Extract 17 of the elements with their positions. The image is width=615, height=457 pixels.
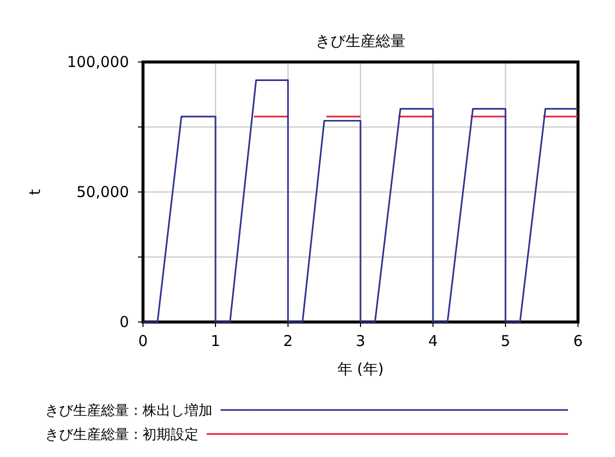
legend-label: きび生産総量 : 株出し増加 <box>45 402 213 419</box>
x-tick-label: 3 <box>356 332 366 350</box>
legend-label: きび生産総量 : 初期設定 <box>45 427 199 443</box>
y-tick-label: 50,000 <box>76 183 129 201</box>
y-axis-title: t <box>26 188 44 195</box>
x-tick-label: 4 <box>428 332 438 350</box>
y-tick-label: 0 <box>119 313 129 331</box>
x-tick-label: 1 <box>210 332 220 350</box>
x-tick-label: 0 <box>138 332 148 350</box>
legend-item: きび生産総量 : 初期設定 <box>45 427 568 443</box>
x-tick-label: 6 <box>573 332 583 350</box>
x-tick-label: 2 <box>283 332 293 350</box>
x-axis-title: 年 (年) <box>337 360 384 378</box>
x-tick-label: 5 <box>500 332 510 350</box>
legend-item: きび生産総量 : 株出し増加 <box>45 403 568 419</box>
y-tick-label: 100,000 <box>66 53 129 71</box>
chart-title: きび生産総量 <box>316 32 406 50</box>
